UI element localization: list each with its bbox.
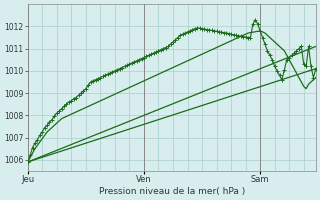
X-axis label: Pression niveau de la mer( hPa ): Pression niveau de la mer( hPa ) — [99, 187, 245, 196]
